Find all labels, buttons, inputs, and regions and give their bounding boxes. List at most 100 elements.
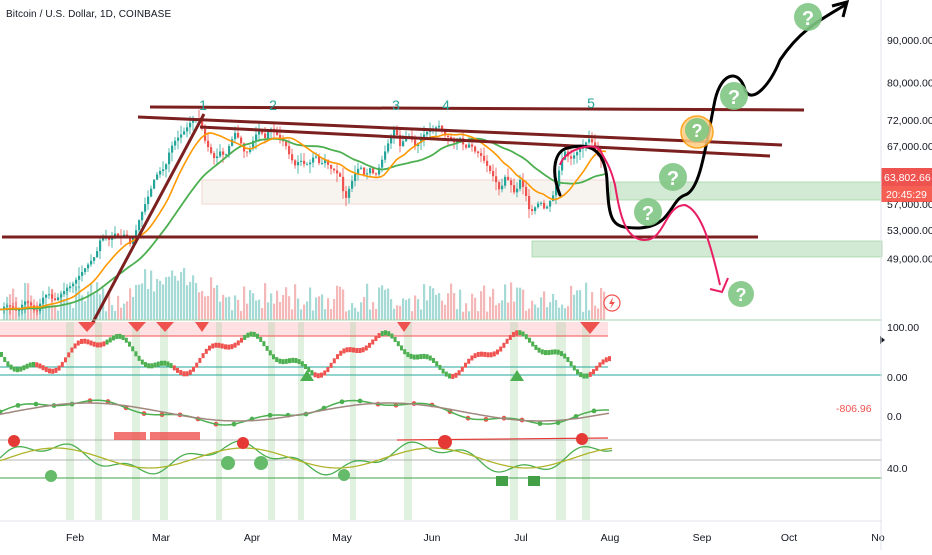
volume-bar — [582, 311, 585, 320]
volume-bar — [378, 287, 381, 320]
candle-body — [36, 310, 39, 312]
candle-body — [30, 302, 33, 306]
candle-body — [12, 306, 15, 308]
time-axis[interactable]: Feb Mar Apr May Jun Jul Aug Sep Oct No — [66, 532, 885, 544]
highlight-bar — [298, 322, 304, 520]
osc-dot — [361, 347, 365, 353]
volume-bar — [522, 289, 525, 320]
osc-dot — [249, 331, 253, 337]
osc-dot — [537, 347, 541, 353]
candle-body — [240, 137, 243, 144]
osc-dot — [320, 372, 323, 378]
symbol-title[interactable]: Bitcoin / U.S. Dollar, 1D, COINBASE — [6, 9, 172, 20]
osc-dot — [400, 345, 403, 351]
candle-body — [522, 179, 525, 187]
volume-bar — [318, 296, 321, 320]
resistance-zone — [609, 181, 883, 201]
candle-body — [330, 164, 333, 169]
volume-bar — [270, 293, 273, 320]
volume-bar — [192, 275, 195, 320]
osc-dot — [508, 334, 512, 340]
time-axis-tick: Mar — [152, 532, 171, 544]
candle-body — [189, 122, 192, 128]
osc-dot — [425, 354, 429, 360]
volume-bar — [198, 292, 201, 320]
candle-body — [339, 173, 342, 177]
time-axis-tick: Feb — [66, 532, 84, 544]
osc-dot — [390, 333, 394, 339]
volume-bar — [507, 302, 510, 320]
candle-body — [177, 137, 180, 141]
osc-dot — [134, 351, 138, 357]
candle-body — [93, 257, 96, 261]
volume-bar — [369, 309, 372, 320]
osc-dot — [217, 342, 221, 348]
volume-bar — [513, 301, 516, 320]
volume-bar — [402, 298, 405, 320]
osc-dot — [454, 372, 458, 378]
osc-dot — [512, 332, 515, 338]
volume-bar — [408, 298, 411, 320]
osc-dot — [89, 340, 93, 346]
candle-body — [213, 153, 216, 159]
volume-bar — [123, 303, 126, 320]
volume-bar — [207, 295, 210, 320]
projection-path-bearish-arrow — [709, 277, 729, 294]
candle-body — [513, 185, 516, 193]
candle-body — [468, 144, 471, 148]
osc-dot — [268, 350, 272, 356]
osc-dot — [304, 364, 307, 370]
volume-bar — [528, 308, 531, 320]
volume-bar — [156, 278, 159, 320]
time-axis-tick: Aug — [601, 532, 620, 544]
oscillator-1-series — [0, 330, 611, 379]
osc-dot — [179, 370, 183, 376]
price-axis[interactable]: 90,000.00 80,000.00 72,000.00 67,000.00 57,0… — [887, 35, 932, 265]
osc-dot — [284, 358, 288, 364]
candle-body — [150, 188, 153, 197]
candle-body — [447, 135, 450, 138]
volume-bar — [525, 310, 528, 320]
candle-body — [48, 294, 51, 296]
volume-bar — [33, 306, 36, 320]
candle-body — [327, 159, 330, 165]
candle-body — [63, 291, 66, 295]
candle-body — [528, 196, 531, 210]
volume-bar — [54, 305, 57, 320]
candle-body — [231, 139, 234, 147]
osc-dot — [105, 339, 109, 345]
trendline-descending-1 — [137, 115, 783, 147]
osc-dot — [326, 367, 330, 373]
osc-dot — [592, 369, 595, 375]
osc-dot — [236, 340, 240, 346]
price-axis-tick: 67,000.00 — [887, 141, 932, 153]
volume-bar — [579, 290, 582, 320]
osc-dot — [288, 358, 291, 364]
volume-bar — [570, 285, 573, 320]
volume-bar — [351, 303, 354, 320]
time-axis-tick: Sep — [693, 532, 712, 544]
osc-dot — [92, 341, 96, 347]
candle-body — [426, 131, 429, 135]
candle-body — [117, 233, 120, 237]
candle-body — [519, 179, 522, 189]
candle-body — [309, 162, 312, 165]
candle-body — [474, 146, 477, 152]
volume-bar — [399, 305, 402, 320]
candle-body — [342, 176, 345, 192]
osc-dot — [28, 362, 32, 368]
osc-dot — [483, 351, 487, 357]
candle-body — [87, 264, 90, 269]
candle-body — [366, 173, 369, 175]
volume-bar — [237, 299, 240, 320]
volume-bar — [339, 286, 342, 320]
price-axis-tick: 57,000.00 — [887, 199, 932, 211]
osc-dot — [563, 353, 567, 359]
osc-dot — [387, 331, 391, 337]
highlight-bar — [510, 322, 518, 520]
candle-body — [171, 145, 174, 153]
osc-axis-tick: 0.0 — [887, 411, 902, 423]
osc-dot — [352, 347, 355, 353]
